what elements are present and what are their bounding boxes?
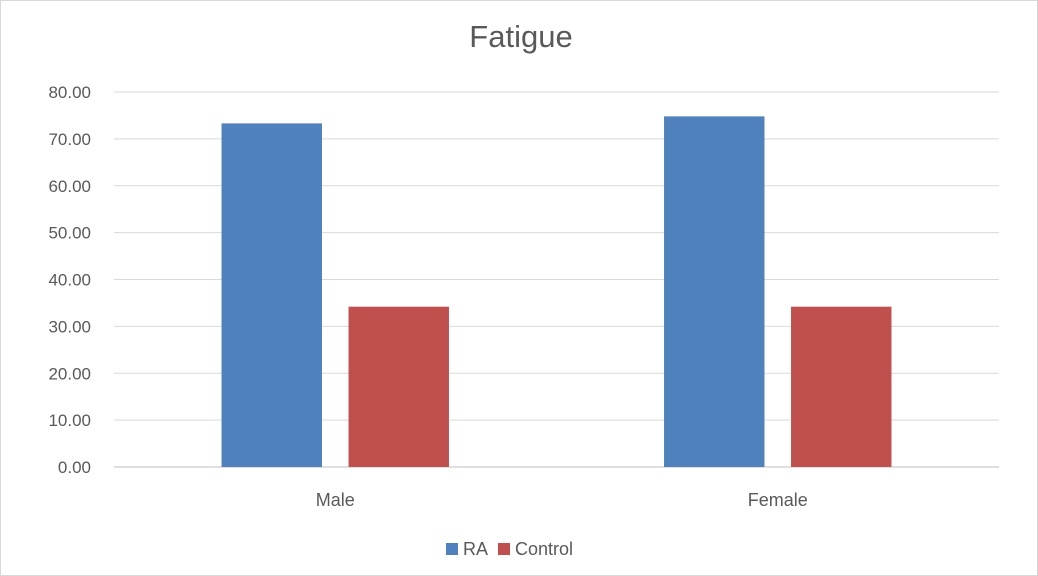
y-tick-label-20: 20.00 xyxy=(48,364,91,383)
y-tick-label-30: 30.00 xyxy=(48,317,91,336)
y-tick-label-80: 80.00 xyxy=(48,83,91,102)
x-axis-categories: Male Female xyxy=(316,490,808,510)
bar-control-female xyxy=(791,306,892,467)
legend-swatch-control xyxy=(498,543,510,555)
legend-label-control: Control xyxy=(515,539,573,559)
y-tick-label-60: 60.00 xyxy=(48,177,91,196)
y-tick-label-10: 10.00 xyxy=(48,411,91,430)
y-axis-ticks: 0.00 10.00 20.00 30.00 40.00 50.00 60.00 70.00 8… xyxy=(48,83,91,477)
chart-title: Fatigue xyxy=(469,19,572,54)
legend-label-ra: RA xyxy=(463,539,488,559)
bars xyxy=(221,116,892,467)
y-tick-label-70: 70.00 xyxy=(48,130,91,149)
legend-swatch-ra xyxy=(446,543,458,555)
x-category-label-male: Male xyxy=(316,490,355,510)
y-tick-label-0: 0.00 xyxy=(58,458,91,477)
y-tick-label-40: 40.00 xyxy=(48,271,91,290)
x-category-label-female: Female xyxy=(748,490,808,510)
bar-ra-female xyxy=(664,116,765,467)
bar-control-male xyxy=(348,306,449,467)
bar-ra-male xyxy=(221,123,322,467)
legend: RA Control xyxy=(446,539,573,559)
y-tick-label-50: 50.00 xyxy=(48,224,91,243)
